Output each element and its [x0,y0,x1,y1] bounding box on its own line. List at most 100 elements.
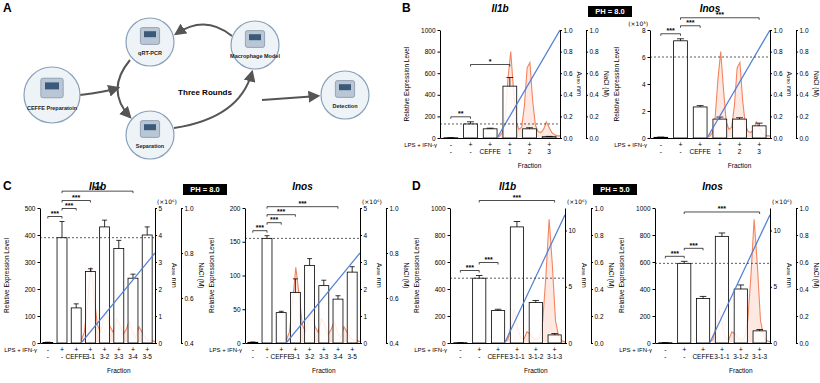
category-label: - [61,353,63,360]
y3-axis-tick: 0.6 [796,70,809,77]
ph-badge: PH = 8.0 [183,184,227,195]
y-axis-line [650,31,651,139]
y-axis-tick-label: 400 [640,286,651,293]
y2-axis-line [565,209,566,344]
y3-axis-tick: 0.2 [591,313,604,320]
significance-annotations: ********* [661,11,759,36]
x-axis-title: Fraction [518,162,542,169]
y-axis-tick-label: 100 [25,313,36,320]
x-axis-tick: 3-1-1 [714,343,730,360]
y2-axis-tick-mark [155,316,157,317]
y2-axis-tick-label: 1 [364,313,368,320]
error-bar [740,285,741,289]
x-axis-tick: 3-3 [319,343,329,360]
bar [71,308,81,343]
x-axis-tick: CEFFE [271,343,293,360]
error-bar [118,240,119,248]
error-bar-cap [532,300,539,301]
y2-axis-tick: 3 [155,259,163,266]
error-bar-cap [476,275,483,276]
significance-label: *** [667,27,675,34]
y-axis-tick: 1000 [431,205,450,212]
y2-axis-tick-mark [155,289,157,290]
plot-data [40,220,155,343]
category-label: 3 [547,148,551,155]
nacl-gradient-line [497,30,560,138]
treatment-row-label: LPS + IFN-γ [414,347,447,353]
error-bar [76,304,77,308]
y2-axis-tick-label: 1 [159,313,163,320]
bar [659,342,672,343]
y-axis-tick-mark [243,242,246,243]
y3-axis-tick: 0.4 [386,340,399,347]
error-bar-cap [467,121,474,122]
x-axis-title: Fraction [729,367,753,374]
error-bar-cap [336,295,341,296]
error-bar-cap [681,261,688,262]
error-bar-cap [736,117,743,118]
x-axis-line [656,343,771,344]
x-axis-tick: - [61,343,63,360]
y3-axis-tick-label: 0.6 [800,259,809,266]
y3-axis-tick: 0.8 [181,250,194,257]
significance-label: *** [256,224,264,231]
y3-axis-tick-label: 0.4 [185,340,194,347]
y-axis-tick: 4 [642,81,650,88]
y3-axis-tick-mark [181,298,183,299]
y-axis-tick: 400 [25,232,40,239]
y2-axis-tick: 0.6 [560,70,573,77]
treatment-mark: + [534,346,538,353]
y-axis-tick: 200 [25,286,40,293]
y3-axis-tick-label: 1.0 [185,205,194,212]
y2-axis-line [770,31,771,139]
y2-axis-tick-label: 0 [569,340,573,347]
y2-axis: 012345 [360,205,368,347]
significance-annotations: ********* [460,194,554,273]
y3-axis-title: NaCl (M) [197,263,205,289]
significance-label: * [489,58,492,65]
y3-axis-tick-mark [386,253,388,254]
y2-axis-tick-mark [360,316,362,317]
workflow-node: CEFFE Preparatoin [24,67,80,123]
significance-label: *** [513,194,521,201]
x-axis-line [41,343,156,344]
y-axis-tick-label: 800 [435,232,446,239]
y3-axis-tick-label: 1.0 [590,27,599,34]
y-axis-tick-mark [438,30,441,31]
node-circle [126,111,174,159]
y-axis-tick-mark [38,208,41,209]
significance-label: ** [458,110,464,117]
y-axis-tick-label: 150 [230,238,241,245]
y2-axis-tick-label: 0 [159,340,163,347]
bar [305,265,315,343]
category-label: - [266,353,268,360]
category-label: - [660,148,662,155]
workflow-node: qRT-PCR [126,18,174,66]
significance-label: *** [65,202,73,209]
x-axis-tick: 3-2 [100,343,110,360]
error-bar-cap [279,311,284,312]
treatment-mark: + [265,346,269,353]
significance-label: *** [485,256,493,263]
bar [734,289,747,343]
y3-axis-tick: 0.6 [796,259,809,266]
category-label: 3-3 [114,353,124,360]
bar [503,86,517,138]
treatment-mark: + [496,346,500,353]
y3-axis-tick: 1.0 [796,205,809,212]
treatment-mark: + [515,346,519,353]
y3-axis-tick-label: 0.4 [595,286,604,293]
bar [752,126,766,138]
treatment-mark: + [739,346,743,353]
y3-axis-tick-mark [586,95,588,96]
error-bar-cap [495,309,502,310]
y3-axis-tick-mark [796,289,798,290]
y2-axis-tick-mark [560,30,562,31]
y-axis-tick-label: 0 [642,135,646,142]
y2-axis-tick-label: 0 [364,340,368,347]
y2-axis-tick-mark [360,262,362,263]
x-axis-tick: - [450,138,452,155]
y2-axis-tick-mark [770,73,772,74]
significance-annotations: *** [451,58,510,119]
plot-data [450,215,565,343]
